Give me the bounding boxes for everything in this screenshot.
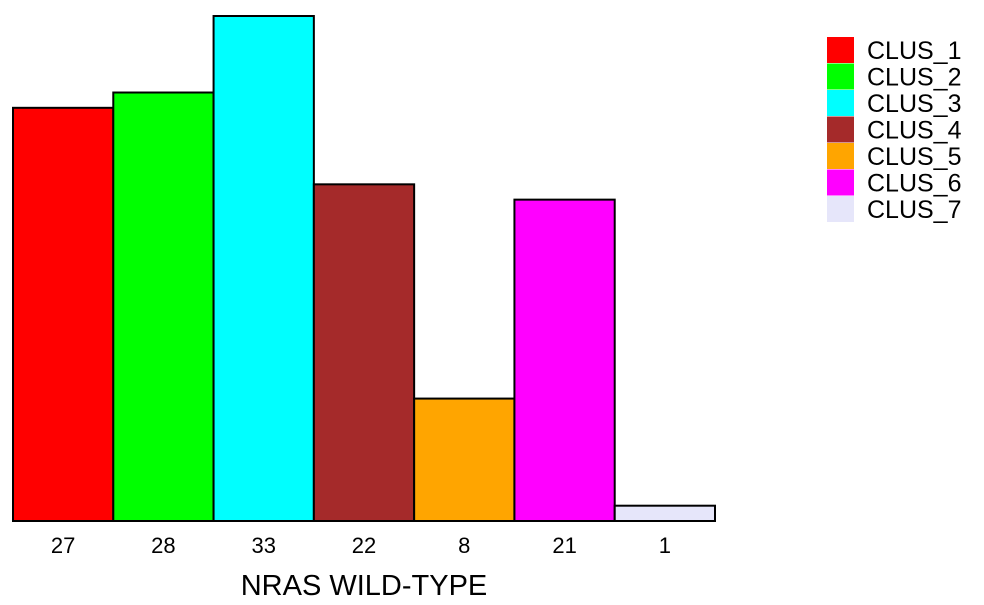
legend-label: CLUS_2: [867, 64, 962, 92]
legend-swatch: [827, 169, 854, 196]
category-label: 21: [552, 533, 576, 558]
bar-clus-5: [413, 397, 516, 522]
x-axis-label: NRAS WILD-TYPE: [241, 570, 488, 602]
category-label: 33: [251, 533, 275, 558]
legend-label: CLUS_1: [867, 37, 962, 65]
category-label: 22: [352, 533, 376, 558]
legend-label: CLUS_5: [867, 143, 962, 171]
legend-swatch: [827, 37, 854, 63]
category-label: 1: [659, 533, 671, 558]
bar-clus-6: [513, 198, 616, 523]
legend-swatch: [827, 90, 854, 116]
category-labels: 27 28 33 22 8 21 1: [51, 533, 671, 558]
bar-clus-1: [12, 106, 115, 523]
category-label: 28: [151, 533, 175, 558]
legend-label: CLUS_7: [867, 196, 962, 224]
legend-swatch: [827, 143, 854, 169]
bar-clus-3: [212, 15, 315, 522]
bars-group: [12, 15, 717, 523]
legend-label: CLUS_3: [867, 90, 962, 118]
legend-swatch: [827, 116, 854, 143]
legend-swatch: [827, 63, 854, 90]
category-label: 8: [458, 533, 470, 558]
bar-clus-4: [312, 183, 416, 522]
legend-label: CLUS_6: [867, 170, 962, 198]
bar-clus-2: [112, 91, 215, 523]
legend: CLUS_1CLUS_2CLUS_3CLUS_4CLUS_5CLUS_6CLUS…: [827, 37, 962, 224]
legend-label: CLUS_4: [867, 117, 962, 145]
legend-swatch: [827, 196, 854, 222]
category-label: 27: [51, 533, 75, 558]
bar-clus-7: [613, 504, 717, 522]
